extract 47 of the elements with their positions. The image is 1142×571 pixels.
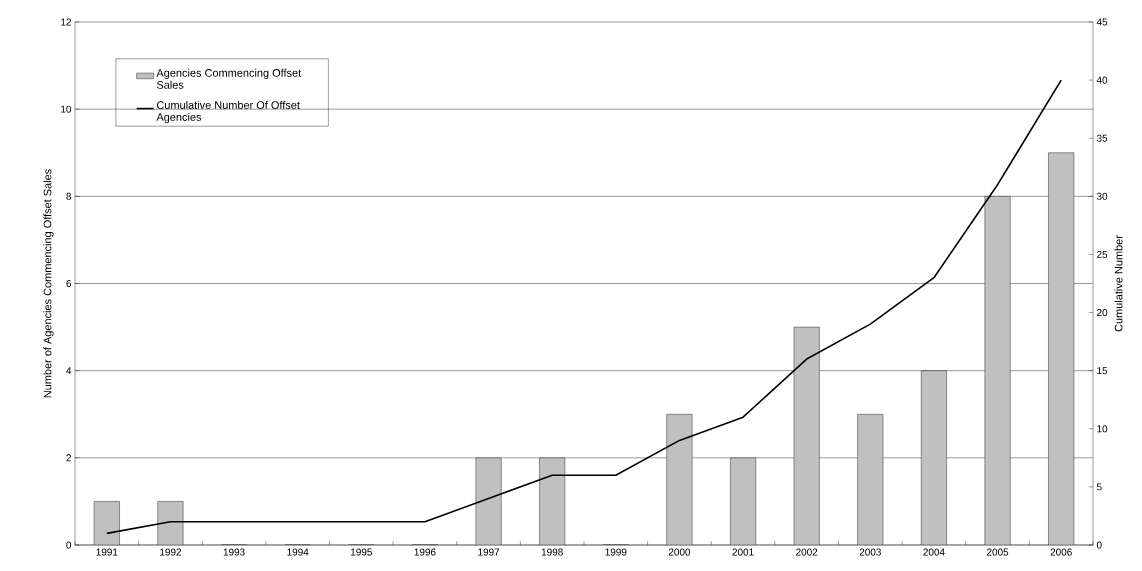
x-tick-label: 2003 (859, 548, 881, 556)
y2-tick-label: 45 (1096, 18, 1108, 26)
legend-label: Cumulative Number Of Offset Agencies (156, 100, 300, 124)
bar (1048, 152, 1075, 545)
y-tick-label: 4 (66, 367, 72, 375)
bar (730, 457, 756, 545)
bar (475, 457, 502, 545)
bar (539, 457, 566, 545)
x-tick-label: 1992 (160, 548, 182, 556)
y-tick-label: 6 (66, 279, 72, 288)
x-tick-label: 2004 (923, 548, 945, 556)
y-tick-label: 0 (66, 541, 72, 549)
legend-label: Agencies Commencing Offset Sales (156, 68, 302, 89)
bar (984, 196, 1011, 545)
x-tick-label: 2001 (732, 548, 754, 556)
y2-tick-label: 35 (1096, 134, 1108, 142)
x-tick-label: 1999 (605, 548, 627, 556)
y-axis-title: Number of Agencies Commencing Offset Sales (43, 169, 54, 398)
bar (157, 501, 184, 545)
y2-tick-label: 5 (1096, 483, 1102, 491)
x-tick-label: 1994 (287, 548, 309, 556)
y-tick-label: 10 (61, 105, 72, 113)
y-tick-label: 12 (61, 18, 71, 26)
bar (793, 326, 820, 545)
x-tick-label: 1998 (541, 548, 563, 556)
y2-tick-label: 40 (1096, 76, 1108, 84)
x-tick-label: 1993 (223, 548, 245, 556)
y2-tick-label: 0 (1096, 541, 1102, 549)
y-tick-label: 8 (66, 192, 72, 200)
x-tick-label: 1997 (478, 548, 500, 556)
bar (666, 414, 693, 545)
bar (857, 414, 884, 545)
x-tick-label: 1995 (350, 548, 372, 556)
y2-axis-title: Cumulative Number (1114, 235, 1123, 332)
x-tick-label: 1996 (414, 548, 436, 556)
bar (921, 370, 947, 545)
y2-tick-label: 25 (1097, 250, 1108, 258)
y2-tick-label: 15 (1097, 367, 1108, 375)
y2-tick-label: 10 (1097, 425, 1108, 433)
y2-tick-label: 30 (1096, 192, 1108, 200)
x-tick-label: 2005 (986, 548, 1009, 556)
x-tick-label: 1991 (96, 548, 118, 556)
y-tick-label: 2 (66, 454, 71, 462)
x-tick-label: 2006 (1050, 548, 1072, 556)
x-tick-label: 2000 (668, 548, 691, 556)
x-tick-label: 2002 (796, 548, 818, 556)
y2-tick-label: 20 (1097, 309, 1108, 317)
